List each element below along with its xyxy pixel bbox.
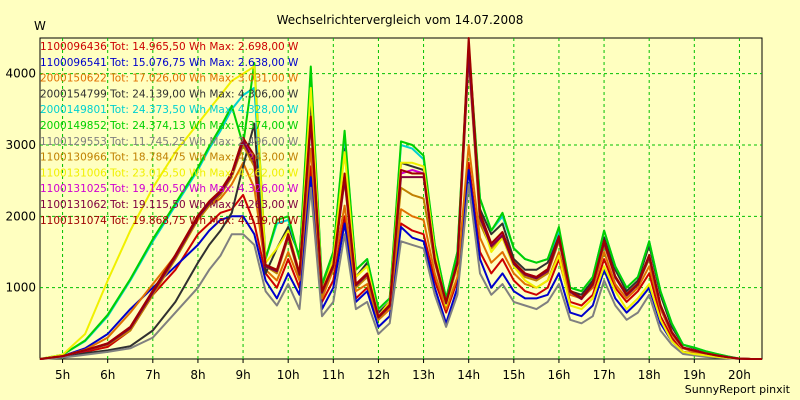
legend-entry-0: 1100096436 Tot: 14.965,50 Wh Max: 2.698,… (40, 41, 299, 53)
legend-entry-1: 1100096541 Tot: 15.076,75 Wh Max: 2.638,… (40, 57, 299, 69)
footer-credit: SunnyReport pinxit (685, 383, 791, 396)
x-tick-label-10: 15h (502, 368, 525, 382)
series-line-1 (39, 169, 762, 360)
legend-entry-10: 1100131062 Tot: 19.115,50 Wh Max: 4.263,… (40, 199, 299, 211)
x-tick-label-5: 10h (277, 368, 300, 382)
legend-entry-8: 1100131006 Tot: 23.015,50 Wh Max: 4.262,… (40, 167, 299, 179)
x-axis-ticks: 5h 6h 7h 8h 9h 10h 11h 12h 13h 14h 15h 16h 17h 18h 19h… (55, 359, 751, 382)
y-tick-label-1: 2000 (5, 209, 36, 223)
series-line-2 (39, 144, 762, 360)
y-tick-label-0: 1000 (5, 281, 36, 295)
y-axis-label: W (34, 19, 46, 33)
legend-entry-2: 2000150622 Tot: 17.026,00 Wh Max: 3.031,… (40, 73, 299, 85)
x-tick-label-11: 16h (548, 368, 571, 382)
y-tick-label-2: 3000 (5, 138, 36, 152)
x-tick-label-7: 12h (367, 368, 390, 382)
x-tick-label-4: 9h (235, 368, 250, 382)
legend-entry-6: 1100129553 Tot: 11.745,25 Wh Max: 2.496,… (40, 136, 299, 148)
series-line-6 (39, 183, 762, 360)
legend: 1100096436 Tot: 14.965,50 Wh Max: 2.698,… (40, 41, 299, 227)
series-line-11 (39, 37, 762, 360)
chart-title: Wechselrichtervergleich vom 14.07.2008 (277, 13, 524, 27)
x-tick-label-2: 7h (145, 368, 160, 382)
x-tick-label-1: 6h (100, 368, 115, 382)
x-tick-label-6: 11h (322, 368, 345, 382)
x-tick-label-12: 17h (593, 368, 616, 382)
legend-entry-9: 1100131025 Tot: 19.140,50 Wh Max: 4.326,… (40, 183, 299, 195)
x-tick-label-13: 18h (638, 368, 661, 382)
x-tick-label-8: 13h (412, 368, 435, 382)
legend-entry-11: 1100131074 Tot: 19.868,75 Wh Max: 4.519,… (40, 215, 299, 227)
series-line-5 (39, 44, 762, 360)
legend-entry-5: 2000149852 Tot: 24.374,13 Wh Max: 4.374,… (40, 120, 299, 132)
y-tick-label-3: 4000 (5, 67, 36, 81)
legend-entry-4: 2000149801 Tot: 24.373,50 Wh Max: 4.328,… (40, 104, 299, 116)
legend-entry-7: 1100130966 Tot: 18.784,75 Wh Max: 4.243,… (40, 152, 299, 164)
legend-entry-3: 2000154799 Tot: 24.139,00 Wh Max: 4.306,… (40, 88, 299, 100)
series-lines (39, 37, 762, 360)
x-tick-label-15: 20h (728, 368, 751, 382)
series-line-0 (39, 161, 762, 360)
x-tick-label-3: 8h (190, 368, 205, 382)
y-axis-ticks: 1000 2000 3000 4000 (5, 67, 36, 295)
x-tick-label-9: 14h (457, 368, 480, 382)
x-tick-label-14: 19h (683, 368, 706, 382)
x-tick-label-0: 5h (55, 368, 70, 382)
